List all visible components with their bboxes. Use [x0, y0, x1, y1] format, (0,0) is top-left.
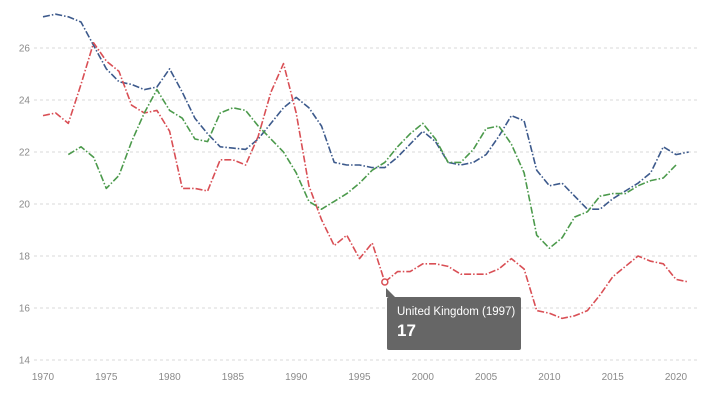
x-tick-label: 2020 [665, 372, 688, 383]
x-tick-label: 1975 [95, 372, 118, 383]
y-tick-label: 14 [19, 356, 31, 367]
x-tick-label: 1990 [285, 372, 308, 383]
x-tick-label: 2010 [538, 372, 561, 383]
x-tick-label: 2005 [475, 372, 498, 383]
series-line-3 [67, 88, 677, 249]
tooltip-value: 17 [397, 321, 416, 340]
x-tick-label: 1980 [158, 372, 181, 383]
x-tick-label: 2015 [602, 372, 625, 383]
x-tick-label: 1995 [348, 372, 371, 383]
y-tick-label: 26 [19, 44, 31, 55]
highlight-point[interactable] [381, 278, 389, 286]
gridlines [34, 47, 700, 361]
y-tick-label: 24 [19, 96, 31, 107]
y-tick-label: 22 [19, 148, 31, 159]
series-lines [42, 13, 689, 320]
axis-ticks: 14 16 18 20 22 24 26 1970 1975 1980 1985 1990 1995 20… [19, 44, 688, 384]
series-line-1 [42, 13, 689, 210]
x-tick-label: 1985 [222, 372, 245, 383]
x-tick-label: 1970 [32, 372, 55, 383]
tooltip-title: United Kingdom (1997) [397, 306, 516, 318]
tooltip: United Kingdom (1997) 17 [386, 288, 521, 350]
series-line-2 [42, 41, 689, 320]
highlight-marker [381, 278, 389, 286]
y-tick-label: 18 [19, 252, 31, 263]
x-tick-label: 2000 [412, 372, 435, 383]
y-tick-label: 20 [19, 200, 31, 211]
y-tick-label: 16 [19, 304, 31, 315]
